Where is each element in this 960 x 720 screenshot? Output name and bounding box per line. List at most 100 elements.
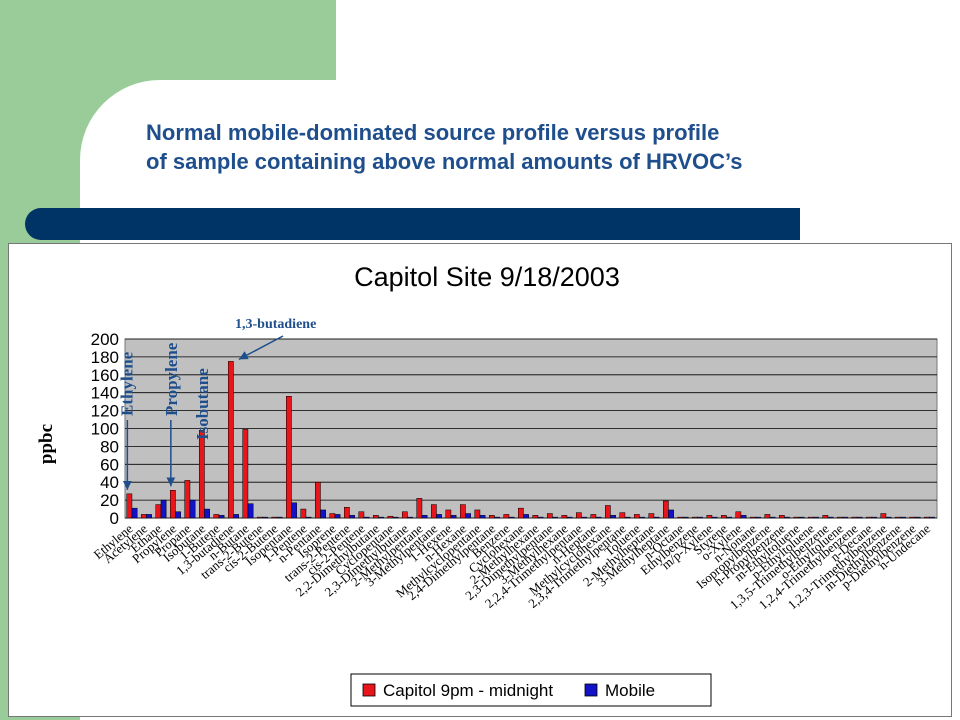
bar-capitol xyxy=(764,514,771,519)
bar-capitol xyxy=(677,516,684,519)
legend-swatch xyxy=(584,683,598,697)
bar-chart: Capitol Site 9/18/2003 ppbc 020406080100… xyxy=(36,262,938,707)
bar-mobile xyxy=(537,516,544,519)
bar-mobile xyxy=(929,516,935,519)
bar-mobile xyxy=(697,516,703,519)
bar-capitol xyxy=(474,509,481,519)
bar-mobile xyxy=(479,515,486,519)
legend-box xyxy=(350,673,712,707)
bar-capitol xyxy=(198,430,205,519)
bar-mobile xyxy=(900,516,906,519)
bar-mobile xyxy=(421,515,428,519)
bar-mobile xyxy=(436,514,442,519)
y-axis-label: ppbc xyxy=(36,424,57,464)
bar-capitol xyxy=(140,514,147,519)
bar-mobile xyxy=(262,516,268,519)
y-tick-label: 0 xyxy=(110,509,119,528)
bar-mobile xyxy=(827,516,834,519)
bar-mobile xyxy=(320,509,326,519)
bar-mobile xyxy=(552,516,558,519)
chart-title: Capitol Site 9/18/2003 xyxy=(354,262,620,292)
bar-capitol xyxy=(387,515,394,519)
bar-capitol xyxy=(242,429,249,519)
bar-mobile xyxy=(740,515,747,519)
bar-mobile xyxy=(494,516,500,519)
bar-capitol xyxy=(300,508,307,519)
bar-capitol xyxy=(459,504,466,519)
bar-capitol xyxy=(343,507,350,519)
bar-capitol xyxy=(720,515,727,519)
bar-capitol xyxy=(126,493,133,519)
annotation-propylene: Propylene xyxy=(162,342,181,416)
bar-capitol xyxy=(445,509,452,519)
bar-capitol xyxy=(546,513,553,519)
bar-mobile xyxy=(204,508,210,519)
bar-mobile xyxy=(218,515,225,519)
bar-capitol xyxy=(923,516,930,519)
bar-mobile xyxy=(914,516,921,519)
bar-mobile xyxy=(726,516,732,519)
bar-capitol xyxy=(735,511,742,519)
bar-mobile xyxy=(334,514,341,519)
bar-mobile xyxy=(566,516,573,519)
legend-label: Mobile xyxy=(605,681,655,700)
bar-mobile xyxy=(291,502,297,519)
bar-capitol xyxy=(256,516,263,519)
chart-panel: Capitol Site 9/18/2003 ppbc 0 20 40 60 80 100… xyxy=(8,243,952,717)
bar-mobile xyxy=(755,516,761,519)
bar-mobile xyxy=(624,516,631,519)
bar-capitol xyxy=(329,513,336,519)
bar-capitol xyxy=(401,511,408,519)
y-tick-label: 20 xyxy=(100,491,119,510)
arrow-13-butadiene xyxy=(238,335,284,361)
bar-mobile xyxy=(668,509,674,519)
bar-mobile xyxy=(378,516,384,519)
bar-mobile xyxy=(813,516,819,519)
bar-mobile xyxy=(653,516,660,519)
bar-capitol xyxy=(749,516,756,519)
bar-capitol xyxy=(836,516,843,519)
bar-capitol xyxy=(285,396,292,519)
bar-mobile xyxy=(131,507,138,519)
bar-mobile xyxy=(842,516,848,519)
bar-capitol xyxy=(430,504,437,519)
y-tick-label: 140 xyxy=(91,384,119,403)
y-tick-label: 200 xyxy=(91,330,119,349)
bar-capitol xyxy=(488,515,495,519)
bar-mobile xyxy=(523,514,529,519)
bar-capitol xyxy=(155,504,162,519)
bar-mobile xyxy=(233,514,239,519)
annotation-ethylene: Ethylene xyxy=(117,351,136,416)
bar-mobile xyxy=(305,516,312,519)
bar-mobile xyxy=(871,516,877,519)
bar-capitol xyxy=(619,512,626,519)
bar-mobile xyxy=(711,516,718,519)
bar-capitol xyxy=(358,511,365,519)
bar-capitol xyxy=(604,505,611,519)
bar-capitol xyxy=(822,515,829,519)
slide-title-line-1: Normal mobile-dominated source profile v… xyxy=(146,120,720,145)
bar-capitol xyxy=(807,516,814,519)
bar-mobile xyxy=(189,499,196,519)
bar-capitol xyxy=(517,507,524,519)
bar-mobile xyxy=(407,516,413,519)
bar-mobile xyxy=(798,516,805,519)
bar-mobile xyxy=(682,516,689,519)
bar-capitol xyxy=(372,515,379,519)
bar-mobile xyxy=(146,514,152,519)
bar-capitol xyxy=(561,515,568,519)
bar-capitol xyxy=(909,516,916,519)
y-tick-label: 60 xyxy=(100,455,119,474)
navy-accent-bar xyxy=(25,208,800,240)
bar-capitol xyxy=(894,516,901,519)
bar-capitol xyxy=(271,516,278,519)
bar-mobile xyxy=(581,516,587,519)
bar-mobile xyxy=(450,515,457,519)
bar-capitol xyxy=(633,514,640,519)
bar-mobile xyxy=(392,516,399,519)
bar-mobile xyxy=(276,516,283,519)
bar-capitol xyxy=(532,515,539,519)
bar-mobile xyxy=(160,499,167,519)
bar-capitol xyxy=(706,515,713,519)
legend-swatch xyxy=(362,683,376,697)
